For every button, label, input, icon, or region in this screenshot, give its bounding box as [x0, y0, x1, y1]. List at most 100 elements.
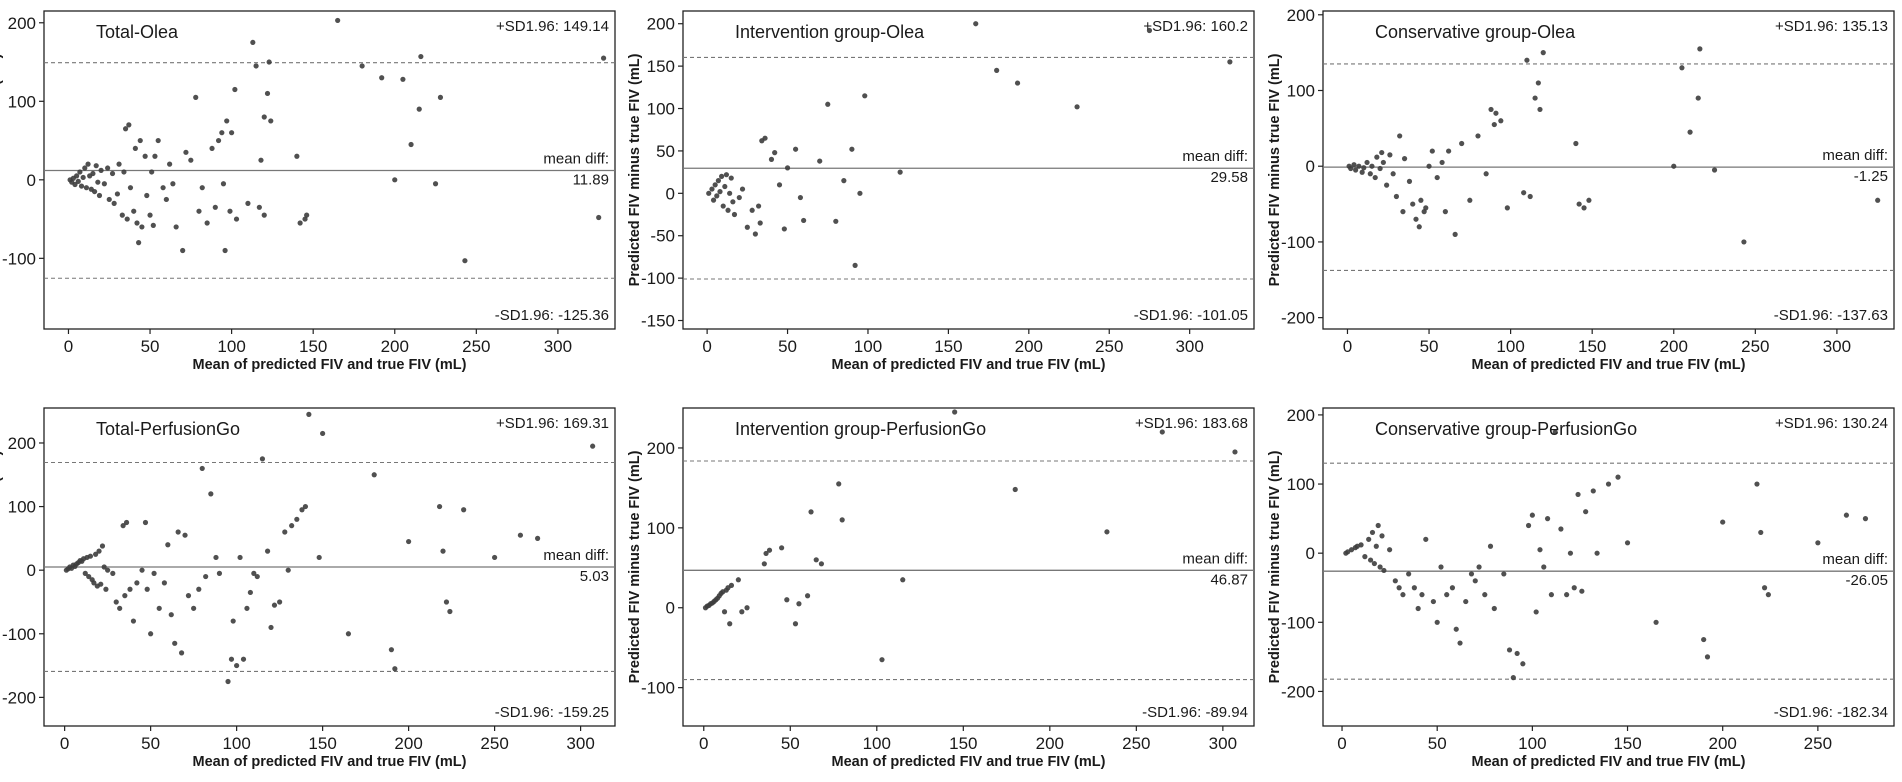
data-point	[776, 182, 783, 188]
data-point	[256, 204, 262, 210]
data-point	[175, 529, 181, 535]
data-point	[167, 161, 173, 167]
data-point	[101, 564, 107, 570]
lower-loa-label: -SD1.96: -125.36	[495, 307, 609, 324]
data-point	[710, 197, 717, 203]
x-tick-label: 250	[1741, 337, 1769, 356]
data-point	[1361, 165, 1367, 171]
x-tick-label: 150	[299, 337, 327, 356]
data-point	[1541, 564, 1547, 570]
data-point	[105, 567, 111, 573]
y-tick-label: 200	[647, 439, 675, 458]
data-point	[994, 67, 1000, 73]
data-point	[1491, 121, 1497, 128]
data-point	[1594, 550, 1600, 556]
data-point	[388, 647, 395, 653]
data-point	[258, 157, 264, 163]
x-tick-label: 200	[1709, 734, 1737, 753]
data-point	[752, 231, 758, 237]
data-point	[1537, 106, 1543, 113]
x-tick-label: 100	[1518, 734, 1546, 753]
data-point	[418, 53, 424, 60]
data-point	[98, 581, 104, 587]
data-point	[714, 193, 720, 199]
data-point	[134, 220, 140, 226]
data-point	[719, 173, 725, 179]
data-point	[245, 200, 251, 206]
panel-title: Intervention group-PerfusionGo	[735, 419, 986, 439]
data-point	[727, 621, 733, 627]
data-point	[1406, 571, 1412, 577]
data-point	[215, 137, 222, 144]
x-tick-label: 0	[60, 734, 69, 753]
data-point	[600, 55, 607, 61]
data-point	[432, 181, 439, 187]
data-point	[836, 481, 842, 487]
data-point	[116, 161, 122, 167]
x-axis-title: Mean of predicted FIV and true FIV (mL)	[193, 754, 467, 770]
data-point	[1384, 182, 1390, 188]
data-point	[229, 130, 235, 136]
data-point	[440, 548, 446, 554]
data-point	[739, 609, 745, 615]
data-point	[74, 173, 80, 179]
data-point	[264, 548, 271, 554]
data-point	[804, 593, 811, 599]
data-point	[1074, 104, 1080, 110]
data-point	[1524, 57, 1530, 63]
upper-loa-label: +SD1.96: 130.24	[1775, 415, 1888, 432]
data-point	[1567, 550, 1574, 556]
data-point	[294, 153, 300, 159]
data-point	[127, 586, 133, 592]
data-point	[1552, 429, 1558, 435]
data-point	[359, 63, 365, 69]
data-point	[122, 126, 129, 132]
data-point	[75, 178, 81, 184]
data-point	[1765, 592, 1771, 598]
data-point	[416, 106, 422, 112]
data-point	[1875, 197, 1881, 203]
mean-diff-value: 5.03	[580, 568, 609, 585]
x-tick-label: 250	[1095, 337, 1123, 356]
mean-diff-label: mean diff:	[543, 150, 609, 167]
x-tick-label: 100	[217, 337, 245, 356]
data-point	[1379, 149, 1385, 156]
data-point	[1369, 163, 1375, 169]
data-point	[1487, 543, 1494, 549]
data-point	[119, 212, 125, 218]
data-point	[224, 118, 230, 124]
panel-title: Intervention group-Olea	[735, 22, 925, 42]
data-point	[156, 605, 162, 611]
data-point	[1482, 592, 1488, 598]
data-point	[109, 170, 116, 177]
data-point	[259, 456, 266, 462]
data-point	[91, 580, 97, 586]
data-point	[127, 185, 134, 191]
x-tick-label: 0	[64, 337, 73, 356]
y-tick-label: -100	[641, 269, 675, 288]
upper-loa-label: +SD1.96: 160.2	[1143, 18, 1248, 35]
data-point	[1012, 486, 1018, 493]
x-axis-title: Mean of predicted FIV and true FIV (mL)	[193, 357, 467, 373]
plot-frame	[682, 10, 1255, 330]
data-point	[182, 532, 188, 538]
data-point	[1379, 533, 1385, 539]
y-tick-label: 200	[647, 15, 675, 34]
data-point	[148, 631, 154, 637]
data-point	[833, 218, 839, 224]
x-tick-label: 0	[699, 734, 708, 753]
data-point	[1493, 110, 1499, 116]
y-tick-label: 100	[8, 498, 36, 517]
data-point	[247, 589, 253, 596]
data-point	[596, 214, 602, 221]
data-point	[335, 17, 341, 24]
data-point	[1590, 488, 1596, 494]
y-tick-label: 0	[666, 599, 675, 618]
y-tick-label: 0	[1306, 157, 1315, 176]
data-point	[1232, 449, 1238, 455]
data-point	[731, 211, 738, 218]
data-point	[712, 182, 718, 188]
data-point	[1453, 626, 1459, 632]
data-point	[1381, 567, 1387, 574]
data-point	[1527, 193, 1533, 200]
